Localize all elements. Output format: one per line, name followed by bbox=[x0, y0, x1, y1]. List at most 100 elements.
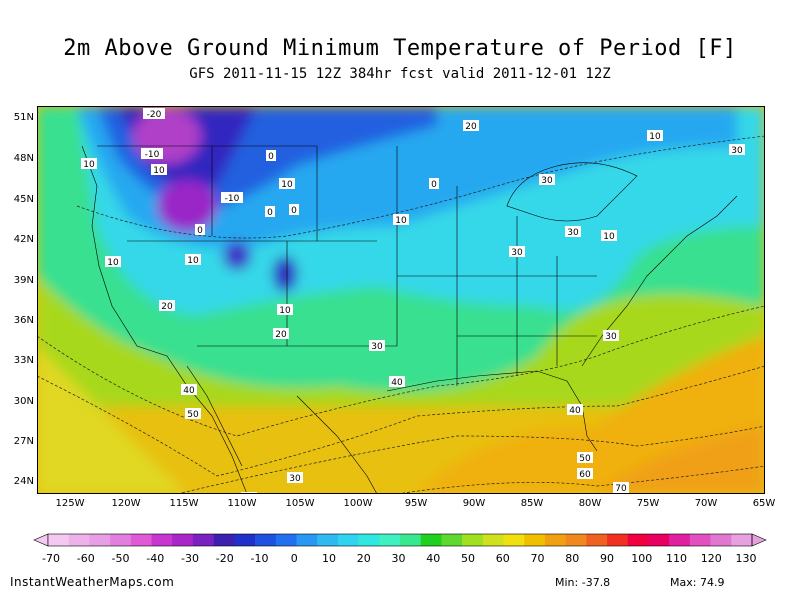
max-value: Max: 74.9 bbox=[670, 576, 725, 589]
colorbar-label: 110 bbox=[666, 552, 687, 565]
contour-label-bg bbox=[185, 254, 201, 265]
colorbar-swatch bbox=[420, 534, 442, 546]
lon-label: 115W bbox=[169, 498, 199, 509]
colorbar-label: 80 bbox=[565, 552, 580, 565]
contour-label: 10 bbox=[395, 216, 407, 226]
contour-label: 40 bbox=[569, 406, 581, 416]
contour-label-bg bbox=[289, 204, 299, 215]
contour-label: 0 bbox=[267, 208, 273, 218]
colorbar-label: 130 bbox=[735, 552, 757, 565]
contour-label-bg bbox=[509, 246, 525, 257]
lat-label: 45N bbox=[13, 194, 34, 205]
lon-label: 125W bbox=[55, 498, 85, 509]
contour-label-bg bbox=[565, 226, 581, 237]
colorbar-label: -40 bbox=[146, 552, 165, 565]
colorbar-label: -10 bbox=[250, 552, 269, 565]
colorbar-frame bbox=[47, 533, 753, 547]
isotherm-contours bbox=[37, 135, 765, 494]
lat-label: 51N bbox=[13, 112, 34, 123]
contour-label: 50 bbox=[187, 410, 199, 420]
colorbar-label: 120 bbox=[700, 552, 722, 565]
site-credit: InstantWeatherMaps.com bbox=[10, 575, 175, 589]
colorbar-swatch bbox=[565, 534, 587, 546]
cold-core-4 bbox=[223, 242, 251, 270]
lat-label: 42N bbox=[13, 234, 34, 245]
colorbar-swatch bbox=[669, 534, 691, 546]
colorbar-swatch bbox=[130, 534, 152, 546]
map-subtitle: GFS 2011-11-15 12Z 384hr fcst valid 2011… bbox=[189, 66, 611, 82]
baja-coastline bbox=[186, 365, 243, 467]
contour-label: 30 bbox=[731, 146, 743, 156]
colorbar-swatch bbox=[234, 534, 256, 546]
contour-label: 60 bbox=[579, 470, 591, 480]
contour-label: 20 bbox=[161, 302, 173, 312]
colorbar-swatch bbox=[586, 534, 608, 546]
colorbar-swatch bbox=[358, 534, 380, 546]
colorbar-label: 90 bbox=[600, 552, 614, 565]
colorbar-label: -30 bbox=[181, 552, 199, 565]
lon-label: 80W bbox=[578, 498, 602, 509]
colorbar-swatch bbox=[607, 534, 629, 546]
pacific-coastline bbox=[81, 145, 248, 494]
contour-label-bg bbox=[143, 108, 165, 119]
contour-label: -20 bbox=[147, 110, 162, 120]
lat-label: 27N bbox=[13, 436, 34, 447]
contour-label-bg bbox=[277, 304, 293, 315]
colorbar-label: -60 bbox=[76, 552, 95, 565]
colorbar-label: 20 bbox=[356, 552, 371, 565]
contour-label-bg bbox=[577, 452, 593, 463]
contour-label-bg bbox=[273, 328, 289, 339]
contour-label: -10 bbox=[225, 194, 240, 204]
pacific-warm bbox=[37, 346, 187, 494]
colorbar-label: -70 bbox=[42, 552, 60, 565]
contour-label-bg bbox=[429, 178, 439, 189]
contour-label-bg bbox=[567, 404, 583, 415]
contour-label-bg bbox=[369, 340, 385, 351]
lat-label: 30N bbox=[13, 396, 34, 407]
lon-label: 75W bbox=[636, 498, 660, 509]
contour-label-bg bbox=[647, 130, 663, 141]
colorbar-label: -50 bbox=[111, 552, 130, 565]
contour-label: 70 bbox=[615, 484, 627, 494]
colorbar-label: 0 bbox=[290, 552, 298, 565]
contour-label: 20 bbox=[465, 122, 477, 132]
contour-label: 0 bbox=[431, 180, 437, 190]
colorbar-label: 30 bbox=[391, 552, 406, 565]
colorbar-label: -20 bbox=[215, 552, 234, 565]
lat-label: 36N bbox=[13, 315, 34, 326]
colorbar bbox=[33, 533, 767, 547]
contour-label-bg bbox=[141, 148, 163, 159]
contour-label: 30 bbox=[567, 228, 579, 238]
colorbar-swatch bbox=[275, 534, 297, 546]
colorbar-swatch bbox=[462, 534, 484, 546]
contour-label-bg bbox=[181, 384, 197, 395]
colorbar-swatch bbox=[400, 534, 422, 546]
colorbar-swatch bbox=[110, 534, 132, 546]
gulf-coastline bbox=[386, 370, 598, 452]
lon-label: 95W bbox=[404, 498, 428, 509]
contour-label: 10 bbox=[649, 132, 661, 142]
contour-label: 30 bbox=[605, 332, 617, 342]
contour-label-bg bbox=[603, 330, 619, 341]
lon-label: 105W bbox=[285, 498, 315, 509]
contour-label-bg bbox=[729, 144, 745, 155]
contour-label: 10 bbox=[83, 160, 95, 170]
colorbar-swatch bbox=[192, 534, 214, 546]
contour-label: 40 bbox=[183, 386, 195, 396]
state-boundaries bbox=[97, 145, 597, 386]
lat-label: 33N bbox=[13, 355, 34, 366]
colorbar-swatch bbox=[68, 534, 90, 546]
colorbar-swatch bbox=[337, 534, 359, 546]
colorbar-swatch bbox=[379, 534, 401, 546]
contour-label-bg bbox=[279, 178, 295, 189]
colorbar-arrow-right bbox=[751, 533, 767, 547]
min-value: Min: -37.8 bbox=[555, 576, 611, 589]
colorbar-swatch bbox=[317, 534, 339, 546]
lat-label: 48N bbox=[13, 153, 34, 164]
contour-label: 30 bbox=[541, 176, 553, 186]
contour-label: 30 bbox=[289, 474, 301, 484]
colorbar-swatch bbox=[731, 534, 753, 546]
colorbar-swatch bbox=[213, 534, 235, 546]
colorbar-label: 60 bbox=[495, 552, 510, 565]
colorbar-swatch bbox=[89, 534, 111, 546]
